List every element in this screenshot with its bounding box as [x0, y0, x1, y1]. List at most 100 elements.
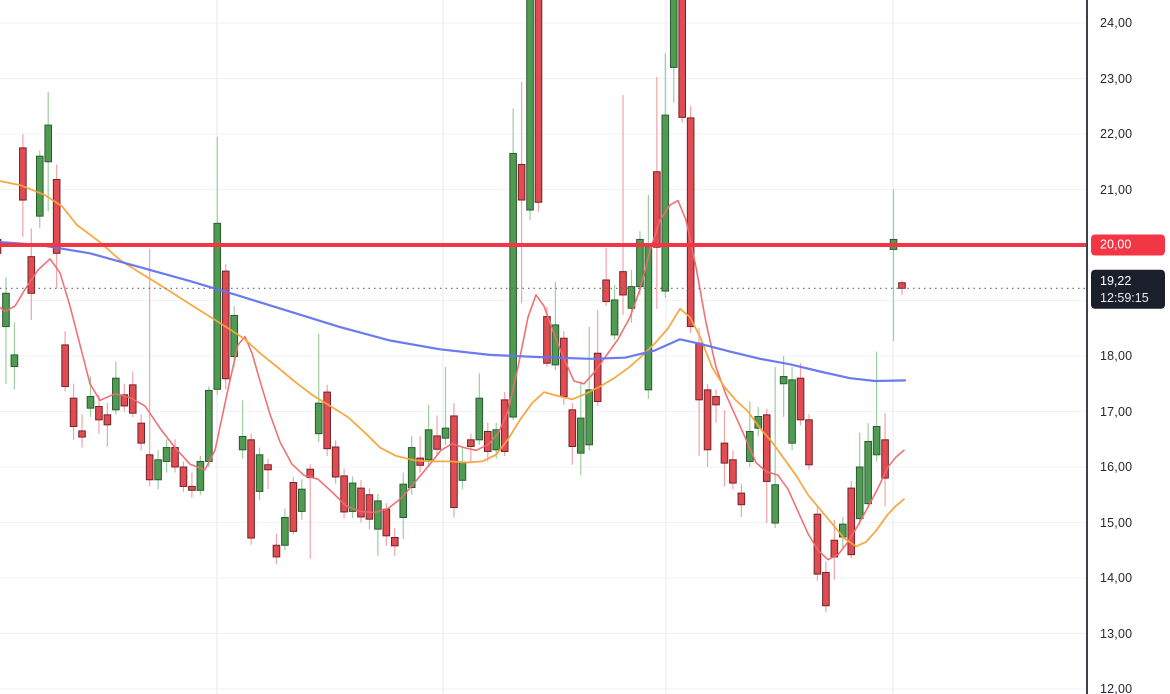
candle-body[interactable] — [534, 0, 543, 203]
price-line-value: 20,00 — [1100, 237, 1132, 252]
candle-body[interactable] — [86, 396, 95, 409]
candle-body[interactable] — [255, 454, 264, 492]
candle-body[interactable] — [238, 435, 247, 451]
candle-body[interactable] — [230, 314, 238, 358]
candle-body[interactable] — [78, 430, 86, 438]
candle-body[interactable] — [61, 344, 69, 388]
candle-body[interactable] — [872, 425, 881, 456]
price-axis[interactable]: 24,00 23,00 22,00 21,00 20,00 18,00 17,00 16,00… — [1086, 0, 1170, 694]
candle-body[interactable] — [323, 391, 331, 450]
candle-body[interactable] — [585, 389, 594, 446]
candle-body[interactable] — [720, 442, 729, 464]
candle-body[interactable] — [10, 354, 19, 368]
candle-body[interactable] — [822, 571, 830, 607]
candle-body[interactable] — [686, 117, 695, 328]
ma-fast-red-line — [0, 199, 905, 561]
candle-body[interactable] — [382, 508, 391, 537]
candle-body[interactable] — [348, 482, 357, 512]
candle-body[interactable] — [788, 379, 796, 444]
candle-body[interactable] — [467, 439, 475, 447]
candle-body[interactable] — [475, 397, 484, 441]
candle-body[interactable] — [576, 417, 585, 454]
candle-body[interactable] — [35, 155, 44, 217]
candle-body[interactable] — [162, 447, 171, 462]
chart-canvas[interactable] — [0, 0, 1086, 694]
candle-body[interactable] — [213, 222, 222, 390]
candle-body[interactable] — [120, 394, 129, 407]
candle-body[interactable] — [357, 487, 365, 518]
candle-body[interactable] — [898, 282, 906, 289]
candle-body[interactable] — [314, 402, 323, 435]
candle-body[interactable] — [695, 342, 703, 401]
candle-body[interactable] — [416, 457, 424, 466]
price-axis-label: 23,00 — [1100, 71, 1133, 86]
candle-body[interactable] — [433, 435, 441, 450]
candle-body[interactable] — [526, 0, 534, 211]
candle-body[interactable] — [154, 459, 162, 481]
candle-body[interactable] — [847, 487, 856, 556]
candle-body[interactable] — [272, 544, 281, 558]
candle-body[interactable] — [712, 396, 720, 406]
candle-body[interactable] — [779, 376, 788, 385]
current-price-value: 19,22 — [1100, 274, 1132, 289]
candle-body[interactable] — [703, 389, 712, 451]
candle-body[interactable] — [560, 337, 568, 398]
candle-body[interactable] — [678, 0, 686, 118]
candle-body[interactable] — [653, 171, 661, 248]
candle-body[interactable] — [137, 422, 146, 444]
candle-body[interactable] — [424, 429, 433, 461]
candle-body[interactable] — [340, 475, 348, 513]
candle-body[interactable] — [669, 0, 678, 68]
candle-body[interactable] — [298, 488, 306, 512]
candle-body[interactable] — [179, 466, 188, 487]
candle-body[interactable] — [619, 271, 627, 296]
candle-body[interactable] — [855, 466, 864, 520]
candle-body[interactable] — [864, 440, 872, 505]
candle-body[interactable] — [593, 352, 602, 403]
candle-body[interactable] — [145, 454, 154, 481]
candle-body[interactable] — [103, 414, 112, 426]
candle-body[interactable] — [881, 439, 889, 479]
candle-body[interactable] — [441, 427, 450, 439]
candle-body[interactable] — [365, 494, 374, 520]
candle-body[interactable] — [289, 482, 298, 532]
candle-body[interactable] — [95, 406, 103, 421]
candle-body[interactable] — [69, 397, 78, 427]
candle-body[interactable] — [264, 464, 272, 471]
candle-body[interactable] — [509, 152, 517, 418]
candle-body[interactable] — [19, 147, 27, 201]
candle-body[interactable] — [196, 460, 205, 491]
candle-body[interactable] — [247, 439, 255, 539]
price-axis-label: 13,00 — [1100, 626, 1133, 641]
candle-body[interactable] — [805, 419, 813, 466]
candle-body[interactable] — [44, 124, 53, 163]
price-axis-label: 15,00 — [1100, 515, 1133, 530]
candle-body[interactable] — [602, 279, 610, 303]
candle-body[interactable] — [390, 536, 399, 547]
candle-body[interactable] — [205, 389, 213, 462]
candle-body[interactable] — [399, 483, 408, 519]
candle-body[interactable] — [771, 484, 779, 524]
candle-body[interactable] — [661, 114, 670, 292]
candle-body[interactable] — [407, 447, 416, 489]
candle-body[interactable] — [729, 459, 737, 484]
candle-body[interactable] — [188, 485, 196, 491]
candle-body[interactable] — [331, 446, 340, 478]
candle-body[interactable] — [610, 299, 619, 336]
candle-body[interactable] — [281, 517, 289, 546]
price-axis-label: 14,00 — [1100, 571, 1133, 585]
price-line-label[interactable]: 20,00 — [1091, 234, 1165, 256]
candle-body[interactable] — [737, 492, 746, 506]
price-axis-label: 22,00 — [1100, 127, 1133, 141]
candle-body[interactable] — [762, 414, 771, 482]
candle-body[interactable] — [458, 461, 467, 481]
candle-body[interactable] — [796, 377, 805, 421]
candle-body[interactable] — [830, 539, 839, 558]
candle-body[interactable] — [374, 500, 382, 530]
candle-body[interactable] — [517, 164, 526, 201]
price-axis-label: 18,00 — [1100, 349, 1133, 363]
candle-body[interactable] — [52, 179, 61, 254]
candle-body[interactable] — [627, 286, 636, 309]
candle-body[interactable] — [568, 409, 577, 447]
